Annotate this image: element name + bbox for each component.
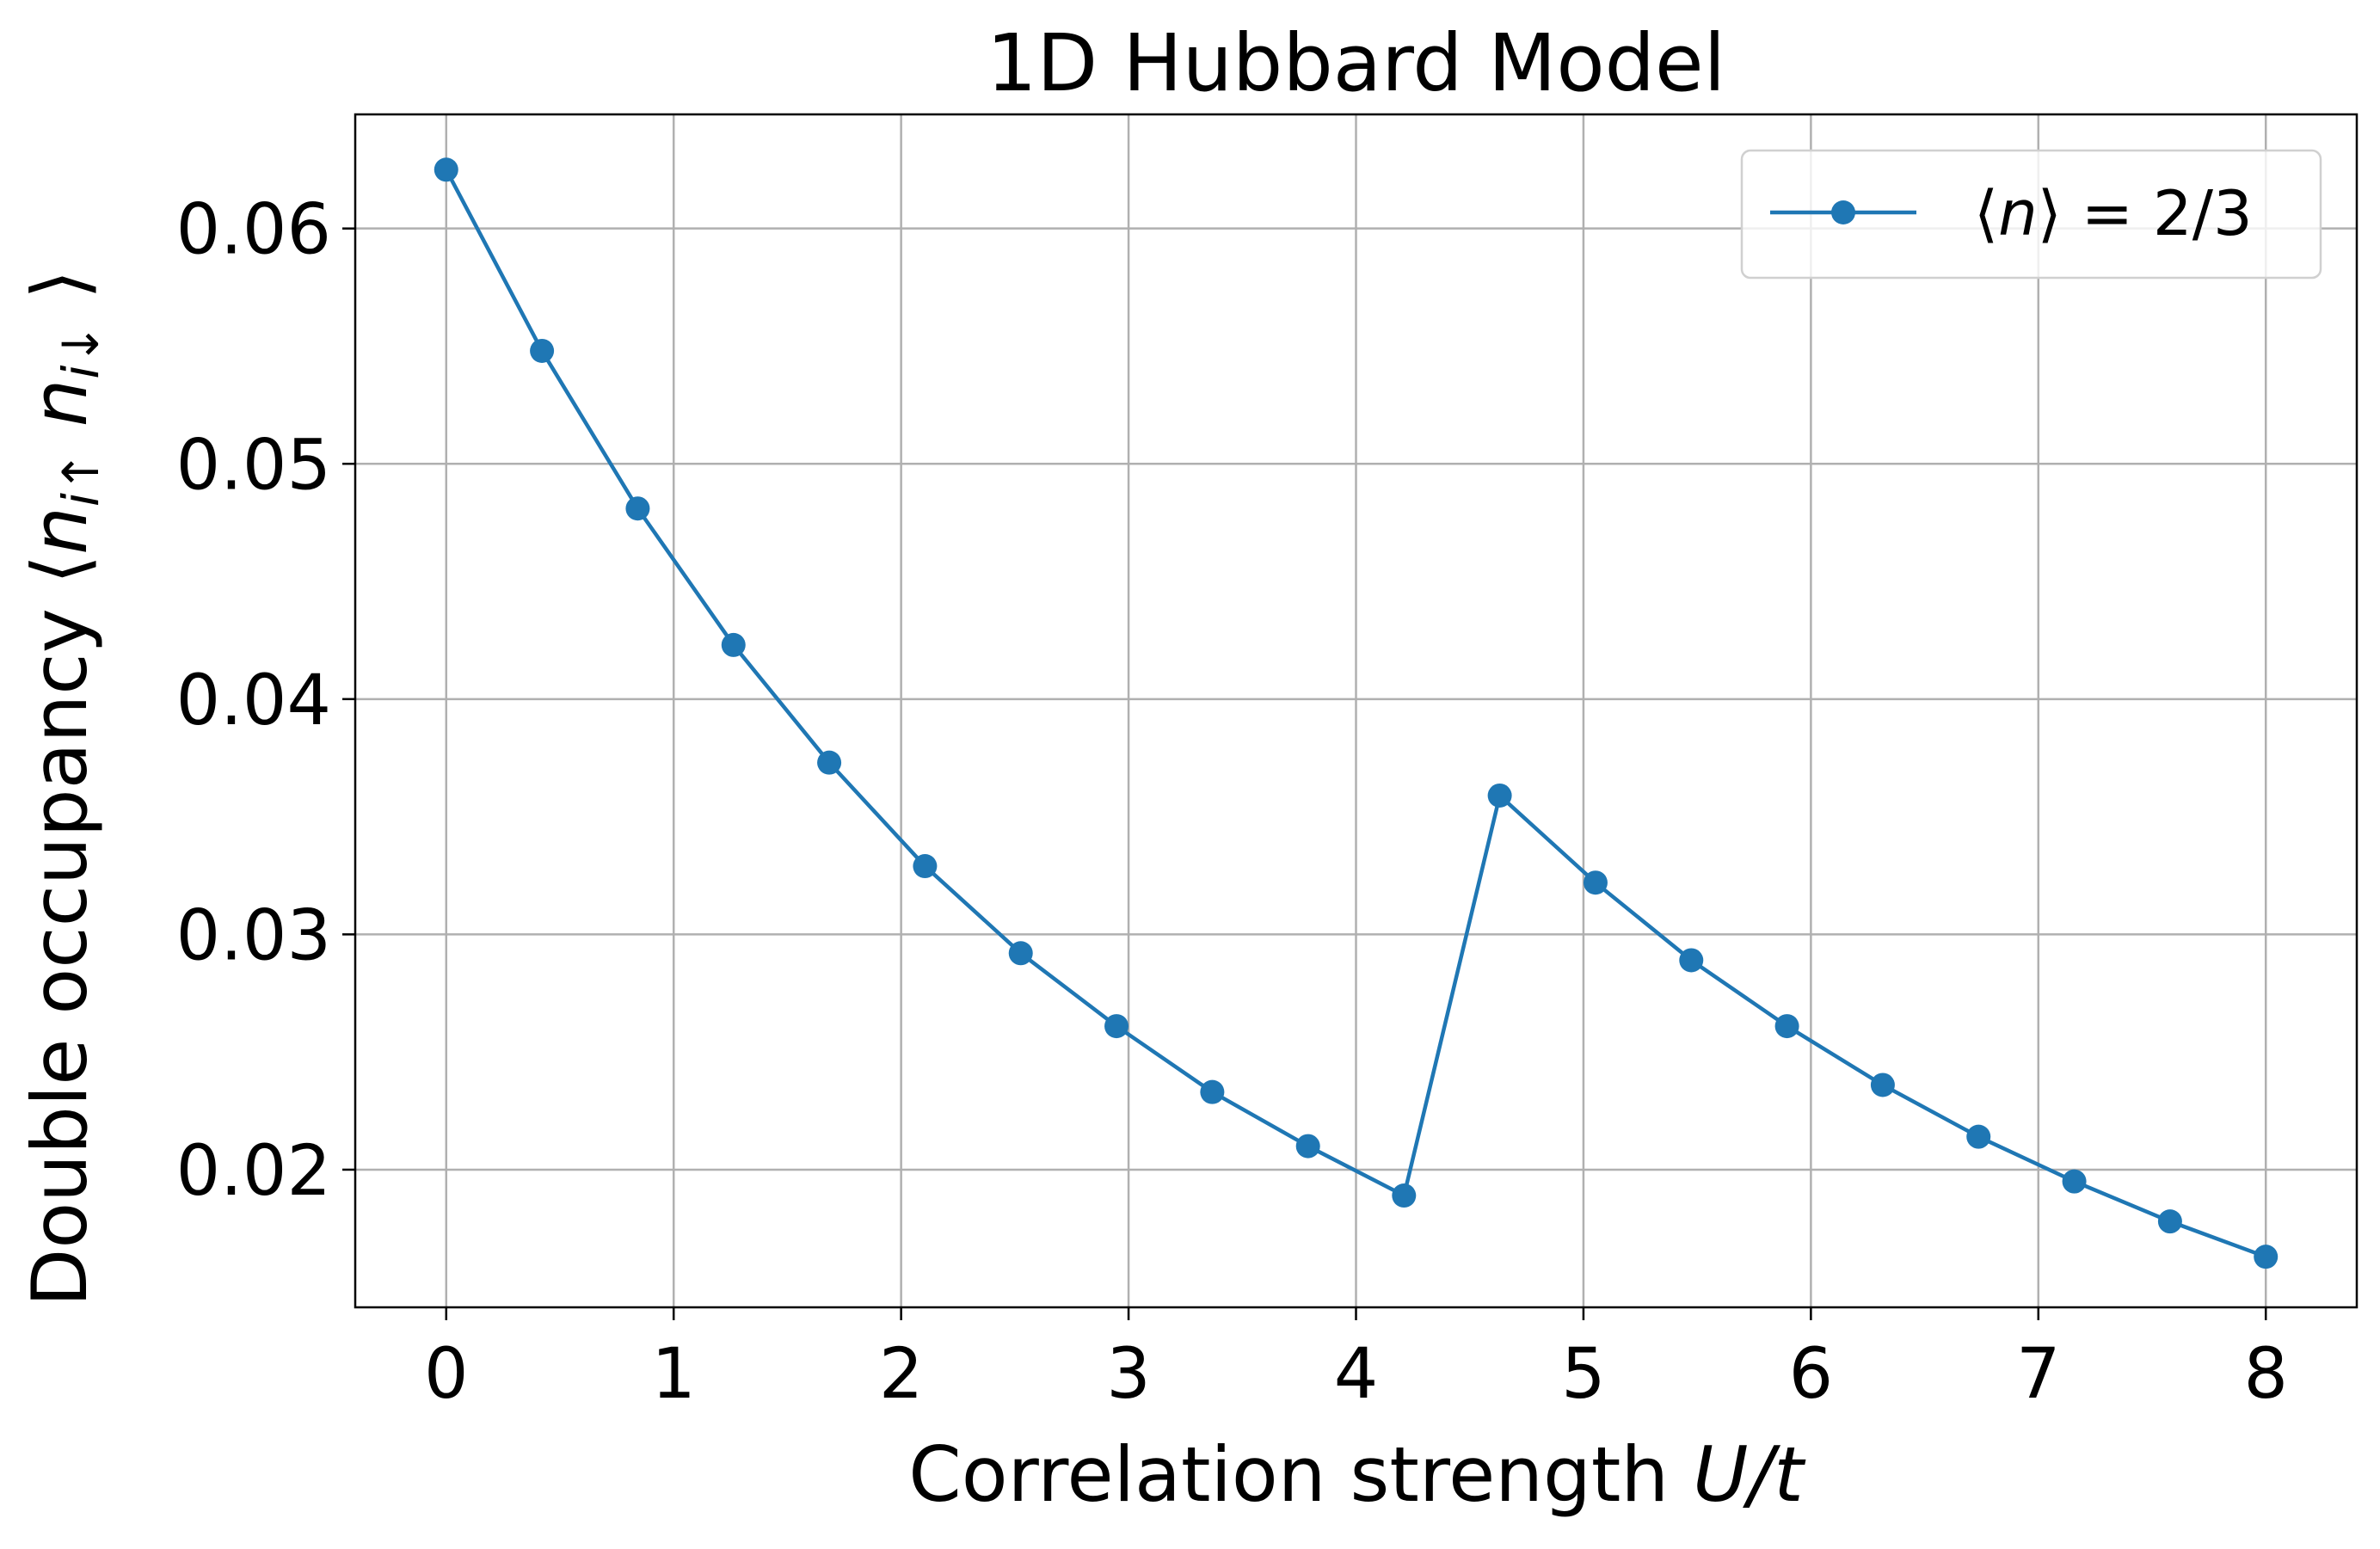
y-axis-label-math: ⟨ni↑ ni↓ ⟩ [15, 270, 110, 585]
data-point [1200, 1079, 1225, 1104]
y-tick-label: 0.02 [176, 1131, 331, 1212]
legend-box [1740, 149, 2322, 280]
chart-title: 1D Hubbard Model [987, 17, 1725, 109]
x-tick-label: 5 [1561, 1334, 1606, 1415]
x-tick-label: 2 [879, 1334, 924, 1415]
data-point [1583, 870, 1608, 895]
data-point [721, 632, 746, 657]
data-point [1104, 1014, 1129, 1039]
data-point [1392, 1183, 1417, 1208]
y-tick-label: 0.04 [176, 661, 331, 741]
data-point [913, 854, 938, 879]
x-tick-label: 7 [2016, 1334, 2061, 1415]
grid [355, 114, 2357, 1307]
data-point [1679, 948, 1704, 973]
series-line [444, 169, 2267, 1259]
data-point [625, 496, 650, 521]
y-tick-label: 0.05 [176, 425, 331, 506]
data-point [2254, 1245, 2279, 1269]
y-axis-label: Double occupancy ⟨ni↑ ni↓ ⟩ [15, 270, 110, 1307]
y-axis-label-text: Double occupancy [15, 584, 104, 1306]
data-point [1487, 783, 1512, 808]
legend-entry-label: ⟨n⟩ = 2/3 [1974, 177, 2253, 249]
y-tick-label: 0.06 [176, 190, 331, 271]
data-point [2062, 1169, 2087, 1194]
data-point [1966, 1124, 1991, 1149]
x-tick-label: 6 [1789, 1334, 1834, 1415]
data-point [1774, 1014, 1799, 1039]
data-point [1008, 941, 1033, 966]
series-layer [434, 157, 2279, 1269]
x-axis-label: Correlation strength U/t [908, 1430, 1806, 1519]
data-point [2157, 1209, 2182, 1234]
x-axis-label-text: Correlation strength [908, 1430, 1693, 1519]
y-tick-label: 0.03 [176, 895, 331, 976]
x-tick-label: 3 [1106, 1334, 1151, 1415]
x-axis-label-unit: U/t [1693, 1430, 1806, 1519]
x-tick-label: 8 [2243, 1334, 2288, 1415]
data-point [817, 750, 842, 775]
legend: ⟨n⟩ = 2/3 [1740, 149, 2322, 280]
x-tick-label: 0 [424, 1334, 469, 1415]
legend-circle-marker [1831, 200, 1855, 224]
data-point [530, 338, 555, 363]
data-point [1295, 1134, 1320, 1159]
x-tick-label: 1 [651, 1334, 696, 1415]
x-tick-label: 4 [1334, 1334, 1379, 1415]
ticks: 0 1 2 3 4 5 6 7 8 0.02 0.03 0.04 0.05 0.06 [176, 190, 2288, 1415]
data-point [434, 157, 458, 182]
data-point [1870, 1073, 1895, 1097]
